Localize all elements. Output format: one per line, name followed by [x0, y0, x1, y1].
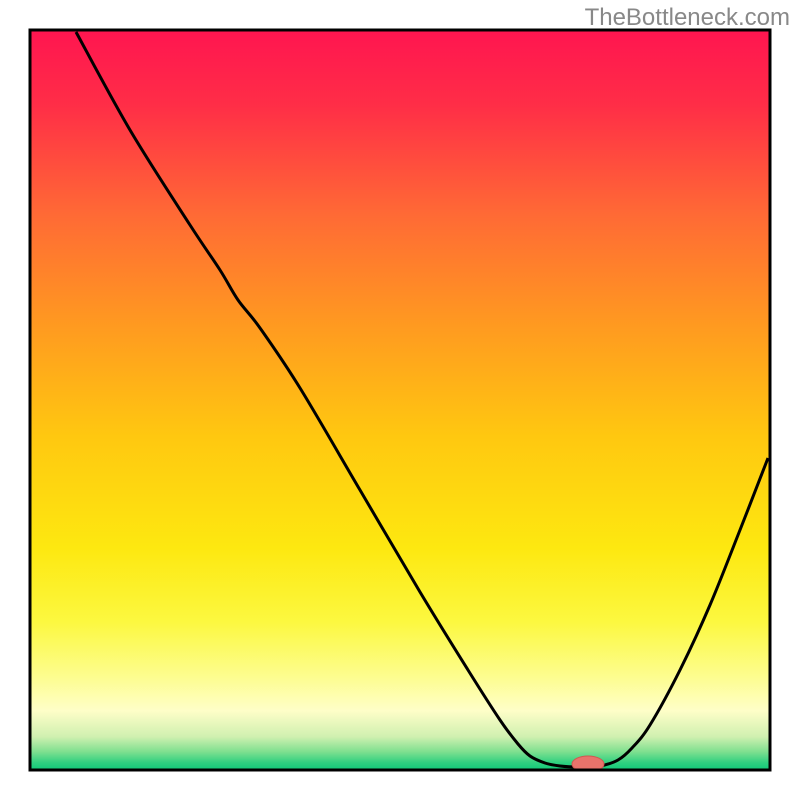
bottleneck-chart — [0, 0, 800, 800]
gradient-background — [30, 30, 770, 770]
watermark-text: TheBottleneck.com — [585, 4, 790, 32]
